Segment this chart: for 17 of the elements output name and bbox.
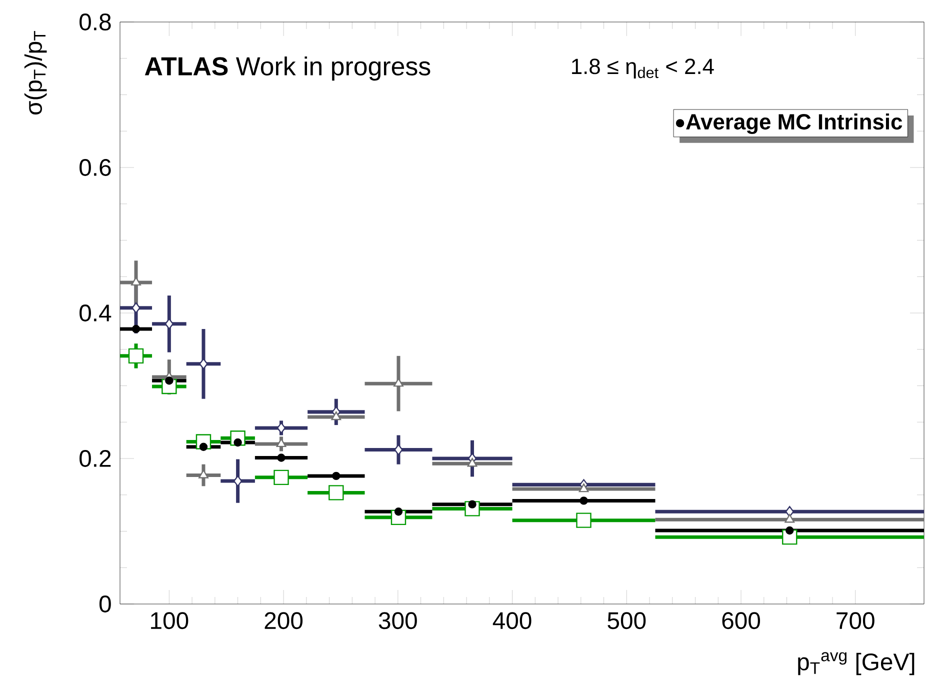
x-axis-title: p$_{T}$$^{avg}$ [GeV] [798, 652, 914, 676]
x-tick-label: 200 [264, 612, 303, 630]
annotation: ATLAS Work in progress [144, 56, 430, 81]
x-tick-label: 300 [378, 612, 417, 630]
x-tick-label: 700 [836, 612, 874, 630]
y-tick-label: 0.8 [80, 14, 111, 30]
legend-label: Average MC Intrinsic [686, 113, 902, 134]
y-axis-title: σ(p$_{T}$)/p$_{T}$ [24, 31, 47, 115]
x-tick-label: 500 [608, 612, 646, 630]
annotation: 1.8 ≤ η$_{det}$ < 2.4 [572, 58, 714, 78]
x-tick-label: 400 [492, 612, 532, 630]
y-tick-label: 0 [99, 596, 111, 612]
x-tick-label: 600 [722, 612, 760, 630]
y-tick-label: 0.6 [80, 159, 111, 176]
y-tick-label: 0.4 [80, 304, 112, 322]
x-tick-label: 100 [151, 612, 188, 630]
y-tick-label: 0.2 [80, 450, 111, 467]
